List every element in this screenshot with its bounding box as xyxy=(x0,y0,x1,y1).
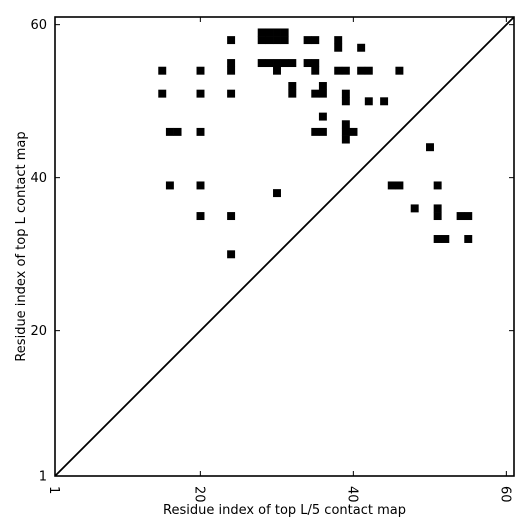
contact-cell xyxy=(303,59,312,68)
contact-cell xyxy=(288,82,297,90)
contact-cell xyxy=(196,181,205,190)
contact-cell xyxy=(341,97,350,106)
contact-cell xyxy=(349,127,358,136)
contact-cell xyxy=(158,66,167,75)
contact-cell xyxy=(265,28,274,37)
contact-cell xyxy=(273,66,281,75)
contact-cell xyxy=(464,212,473,221)
contact-cell xyxy=(280,36,289,45)
contact-cell xyxy=(318,112,327,121)
contact-cell xyxy=(257,59,266,68)
y-tick-label: 60 xyxy=(30,18,47,33)
contact-cell xyxy=(165,127,174,136)
contact-cell xyxy=(227,250,236,259)
contact-cell xyxy=(227,36,236,45)
contact-cell xyxy=(364,97,373,106)
contact-cell xyxy=(357,43,366,52)
contact-cell xyxy=(288,59,297,68)
contact-cell xyxy=(273,28,281,37)
contact-cell xyxy=(341,66,350,75)
plot-frame xyxy=(54,16,515,477)
contact-cell xyxy=(395,66,404,75)
contact-cell xyxy=(288,89,297,98)
contact-cell xyxy=(158,89,167,98)
x-tick-label: 60 xyxy=(497,486,512,503)
contact-cell xyxy=(196,127,205,136)
x-axis-label: Residue index of top L/5 contact map xyxy=(163,503,406,518)
contact-cell xyxy=(357,66,366,75)
contact-cell xyxy=(265,59,274,68)
x-tick-label: 20 xyxy=(191,486,206,503)
contact-cell xyxy=(196,89,205,98)
contact-cell xyxy=(334,36,343,45)
contact-cell xyxy=(196,212,205,221)
x-tick-label: 1 xyxy=(46,486,61,494)
contact-cell xyxy=(311,66,320,75)
contact-cell xyxy=(257,36,266,45)
contact-cell xyxy=(433,204,442,213)
contact-cell xyxy=(341,127,350,136)
y-tick-label: 40 xyxy=(30,171,47,186)
contact-cell xyxy=(311,59,320,68)
contact-cell xyxy=(227,59,236,68)
contact-cells xyxy=(158,28,473,259)
contact-cell xyxy=(341,135,350,144)
contact-cell xyxy=(433,212,442,221)
contact-cell xyxy=(380,97,389,106)
y-tick-label: 20 xyxy=(30,324,47,339)
contact-cell xyxy=(318,127,327,136)
contact-cell xyxy=(280,28,289,37)
contact-cell xyxy=(341,120,350,129)
contact-cell xyxy=(280,59,289,68)
x-tick-label: 40 xyxy=(344,486,359,503)
contact-cell xyxy=(318,82,327,90)
contact-cell xyxy=(311,36,320,45)
contact-cell xyxy=(426,143,434,152)
contact-cell xyxy=(410,204,419,213)
contact-cell xyxy=(265,36,274,45)
contact-cell xyxy=(227,212,236,221)
contact-cell xyxy=(173,127,182,136)
contact-cell xyxy=(227,89,236,98)
contact-cell xyxy=(311,89,320,98)
contact-cell xyxy=(395,181,404,190)
contact-cell xyxy=(334,66,343,75)
y-tick-label: 1 xyxy=(39,470,47,485)
contact-cell xyxy=(227,66,236,75)
diagonal-line xyxy=(54,16,515,477)
contact-cell xyxy=(433,235,442,243)
contact-cell xyxy=(311,127,320,136)
axis-ticks: 1 20 40 60 1 20 40 60 xyxy=(30,17,514,503)
contact-cell xyxy=(318,89,327,98)
contact-cell xyxy=(464,235,473,243)
contact-cell xyxy=(165,181,174,190)
contact-cell xyxy=(387,181,396,190)
contact-cell xyxy=(456,212,465,221)
contact-cell xyxy=(303,36,312,45)
y-axis-label: Residue index of top L contact map xyxy=(14,131,29,361)
contact-cell xyxy=(273,59,281,68)
contact-cell xyxy=(433,181,442,190)
contact-cell xyxy=(273,36,281,45)
contact-cell xyxy=(273,189,281,198)
contact-cell xyxy=(341,89,350,98)
contact-cell xyxy=(364,66,373,75)
contact-cell xyxy=(257,28,266,37)
contact-cell xyxy=(196,66,205,75)
contact-cell xyxy=(334,43,343,52)
contact-cell xyxy=(441,235,450,243)
